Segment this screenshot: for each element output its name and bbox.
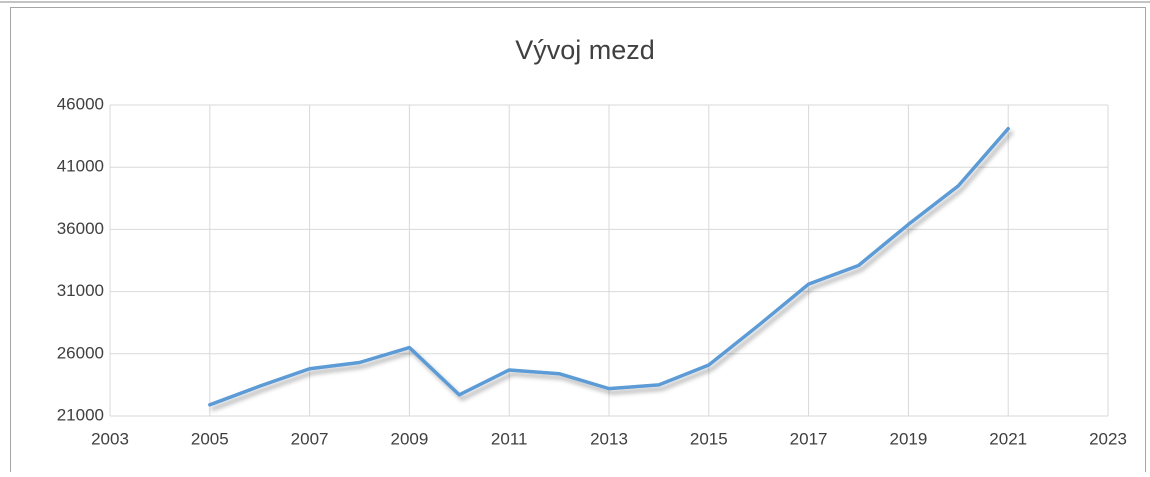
x-tick-label: 2009: [390, 429, 428, 448]
y-tick-label: 31000: [57, 281, 104, 300]
x-tick-label: 2021: [989, 429, 1027, 448]
x-tick-label: 2015: [690, 429, 728, 448]
data-line: [208, 126, 1010, 407]
chart-title: Vývoj mezd: [515, 35, 655, 65]
x-tick-label: 2007: [291, 429, 329, 448]
x-tick-label: 2013: [590, 429, 628, 448]
y-tick-label: 36000: [57, 219, 104, 238]
y-tick-label: 41000: [57, 157, 104, 176]
x-tick-label: 2011: [491, 429, 528, 448]
x-tick-label: 2019: [889, 429, 927, 448]
y-tick-label: 26000: [57, 343, 104, 362]
x-tick-label: 2017: [790, 429, 828, 448]
x-tick-label: 2023: [1089, 429, 1127, 448]
y-tick-label: 21000: [57, 405, 104, 424]
x-tick-label: 2005: [191, 429, 229, 448]
x-tick-label: 2003: [91, 429, 129, 448]
y-tick-label: 46000: [57, 94, 104, 113]
chart-frame: [10, 7, 1146, 477]
